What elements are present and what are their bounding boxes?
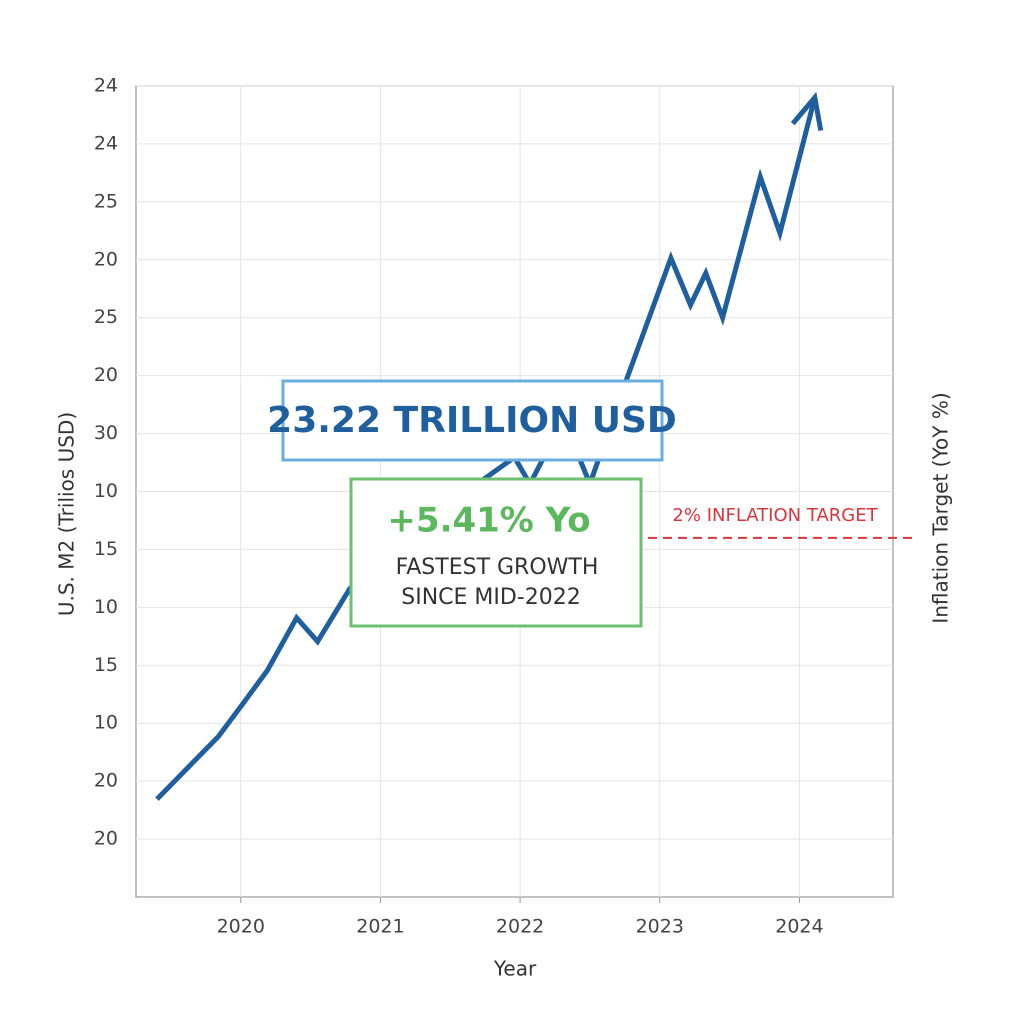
growth-box (349, 477, 643, 628)
note-line: FASTEST GROWTH (396, 555, 599, 580)
x-axis-label: Year (493, 957, 537, 981)
x-tick-label: 2024 (775, 916, 823, 938)
y-tick-label: 20 (94, 770, 118, 792)
x-tick-label: 2021 (356, 916, 404, 938)
growth-label: +5.41% Yo (387, 501, 590, 541)
total-box (281, 379, 664, 462)
y-tick-label: 25 (94, 190, 118, 212)
annotations: 23.22 TRILLION USD +5.41% Yo FASTEST GRO… (267, 379, 677, 628)
arrow-head (790, 91, 824, 132)
y-tick-label: 10 (94, 596, 118, 618)
grid (136, 85, 893, 897)
y-tick-label: 24 (94, 132, 118, 154)
x-tick-label: 2023 (636, 916, 684, 938)
x-tick-label: 2022 (496, 916, 544, 938)
series-layer (155, 91, 824, 801)
y-tick-label: 20 (94, 828, 118, 850)
y-tick-label: 10 (94, 480, 118, 502)
line (155, 96, 818, 801)
y-tick-label: 10 (94, 712, 118, 734)
y-tick-label: 15 (94, 538, 118, 560)
target-label: 2% INFLATION TARGET (672, 505, 878, 526)
y-tick-label: 15 (94, 654, 118, 676)
x-tick-label: 2020 (217, 916, 265, 938)
y2-axis-label: Inflation Target (YoY %) (929, 392, 953, 623)
y-tick-label: 30 (94, 422, 118, 444)
y-axis-label: U.S. M2 (Trilios USD) (55, 412, 79, 616)
total-label: 23.22 TRILLION USD (267, 400, 677, 441)
y-tick-label: 25 (94, 306, 118, 328)
note-line: SINCE MID-2022 (401, 585, 581, 610)
y-tick-label: 20 (94, 248, 118, 270)
y-tick-label: 24 (94, 75, 118, 97)
y-tick-label: 20 (94, 364, 118, 386)
